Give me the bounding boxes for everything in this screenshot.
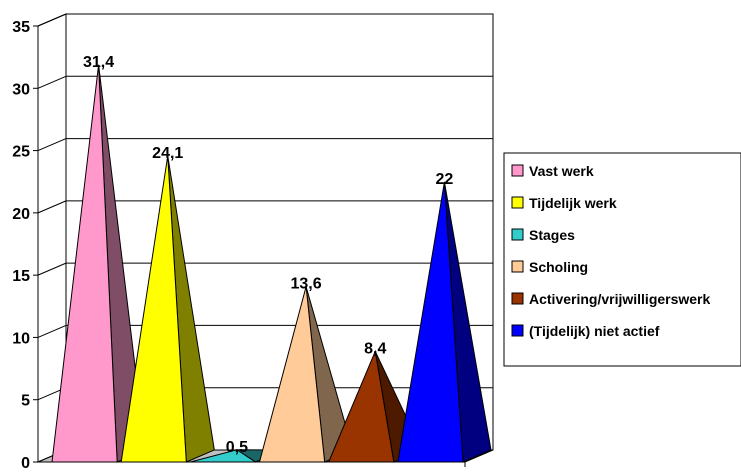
bar-front-face <box>51 64 118 463</box>
bar-front-face <box>120 155 187 463</box>
legend-label: Scholing <box>529 259 588 275</box>
y-tick-label: 5 <box>21 393 30 410</box>
y-tick-label: 10 <box>12 330 30 347</box>
y-tick-label: 30 <box>12 81 30 98</box>
bar-front-face <box>327 349 395 463</box>
legend-label: (Tijdelijk) niet actief <box>529 323 660 339</box>
y-tick-label: 0 <box>21 455 30 472</box>
gridline-side <box>37 262 67 276</box>
legend-swatch <box>511 292 524 305</box>
bar-front-face <box>190 449 258 463</box>
y-tick-label: 20 <box>12 206 30 223</box>
bar-front-face <box>397 181 464 463</box>
bars <box>51 64 492 463</box>
data-label: 8,4 <box>364 340 386 357</box>
legend: Vast werk Tijdelijk werk Stages Scholing Act… <box>503 152 741 367</box>
data-label: 0,5 <box>226 439 248 456</box>
bar-6 <box>397 181 492 463</box>
legend-label: Tijdelijk werk <box>529 195 617 211</box>
legend-box <box>503 152 741 367</box>
y-tick-label: 25 <box>12 144 30 161</box>
bar-2 <box>120 155 215 463</box>
gridline-side <box>37 138 67 152</box>
data-labels: 31,4 24,1 0,5 13,6 8,4 22 <box>83 54 453 456</box>
gridline-side <box>37 13 67 27</box>
bar-front-face <box>258 286 326 463</box>
data-label: 13,6 <box>291 276 322 293</box>
legend-label: Vast werk <box>529 163 594 179</box>
legend-swatch <box>511 196 524 209</box>
data-label: 24,1 <box>152 145 183 162</box>
legend-label: Activering/vrijwilligerswerk <box>529 291 711 307</box>
gridline-side <box>37 200 67 214</box>
bar-4 <box>258 286 354 463</box>
bar-1 <box>51 64 146 463</box>
gridline-side <box>37 75 67 89</box>
legend-label: Stages <box>529 227 575 243</box>
y-tick-label: 15 <box>12 268 30 285</box>
data-label: 31,4 <box>83 54 114 71</box>
legend-swatch <box>511 260 524 273</box>
data-label: 22 <box>436 171 454 188</box>
y-tick-label: 35 <box>12 19 30 36</box>
gridline-side <box>37 324 67 338</box>
legend-swatch <box>511 164 524 177</box>
legend-swatch <box>511 324 524 337</box>
legend-swatch <box>511 228 524 241</box>
y-axis-ticks: 0 5 10 15 20 25 30 35 <box>12 19 466 472</box>
